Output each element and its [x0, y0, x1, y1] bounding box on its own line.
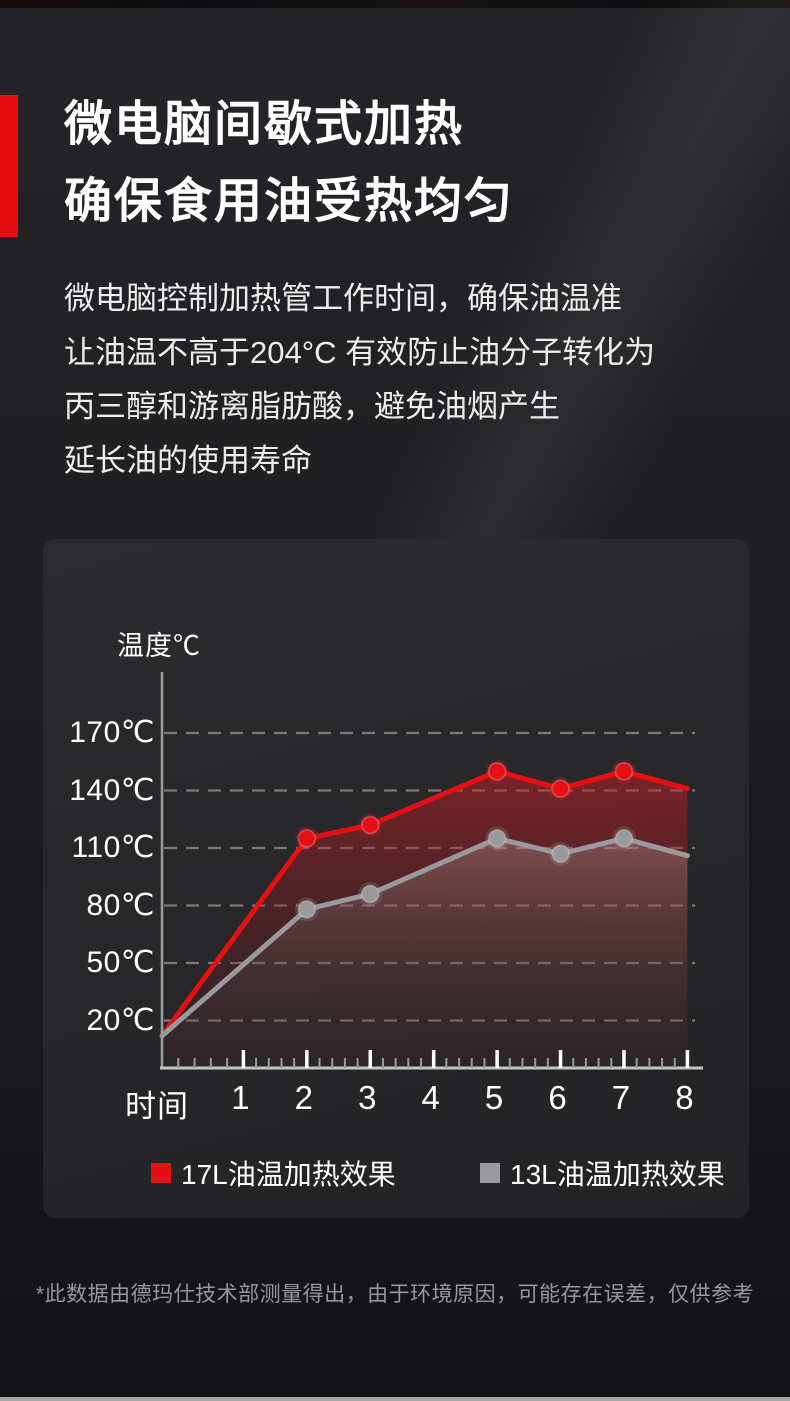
x-tick-label: 4	[421, 1079, 440, 1116]
x-tick-label: 6	[548, 1079, 567, 1116]
x-tick-label: 1	[231, 1079, 250, 1116]
description-line: 让油温不高于204°C 有效防止油分子转化为	[64, 335, 656, 370]
page-title-line1: 微电脑间歇式加热	[64, 98, 465, 151]
x-tick-label: 3	[358, 1079, 377, 1116]
legend-label: 13L油温加热效果	[510, 1159, 725, 1190]
description-line: 微电脑控制加热管工作时间，确保油温准	[64, 281, 622, 316]
y-tick-label: 80℃	[86, 888, 155, 922]
x-tick-label: 8	[675, 1079, 694, 1116]
y-tick-label: 20℃	[86, 1003, 155, 1037]
y-tick-label: 110℃	[71, 831, 155, 864]
legend-label: 17L油温加热效果	[181, 1159, 396, 1190]
description: 微电脑控制加热管工作时间，确保油温准 让油温不高于204°C 有效防止油分子转化…	[64, 272, 655, 488]
legend-swatch	[151, 1163, 171, 1183]
y-tick-label: 50℃	[86, 946, 155, 979]
y-tick-label: 170℃	[69, 716, 155, 749]
x-axis-title: 时间	[125, 1089, 189, 1124]
y-tick-label: 140℃	[69, 773, 155, 807]
footnote: *此数据由德玛仕技术部测量得出，由于环境原因，可能存在误差，仅供参考	[36, 1283, 755, 1306]
title-accent-bar	[0, 95, 18, 237]
bottom-strip	[0, 1397, 790, 1401]
description-line: 延长油的使用寿命	[64, 443, 312, 478]
description-line: 丙三醇和游离脂肪酸，避免油烟产生	[64, 389, 560, 424]
legend-item-17l: 17L油温加热效果	[151, 1153, 396, 1193]
chart-panel: 温度℃ 170℃ 140℃ 110℃ 80℃ 50℃ 20℃ 时间 1 2 3 4 5 6 7 8 17…	[43, 539, 749, 1218]
legend-swatch	[480, 1163, 500, 1183]
top-strip	[0, 0, 790, 8]
legend-item-13l: 13L油温加热效果	[480, 1153, 725, 1193]
x-tick-label: 5	[484, 1079, 504, 1116]
chart-svg	[159, 672, 703, 1070]
y-axis-title: 温度℃	[117, 631, 201, 661]
x-tick-label: 2	[294, 1079, 313, 1116]
page-title-line2: 确保食用油受热均匀	[64, 175, 515, 228]
x-tick-label: 7	[611, 1079, 631, 1116]
